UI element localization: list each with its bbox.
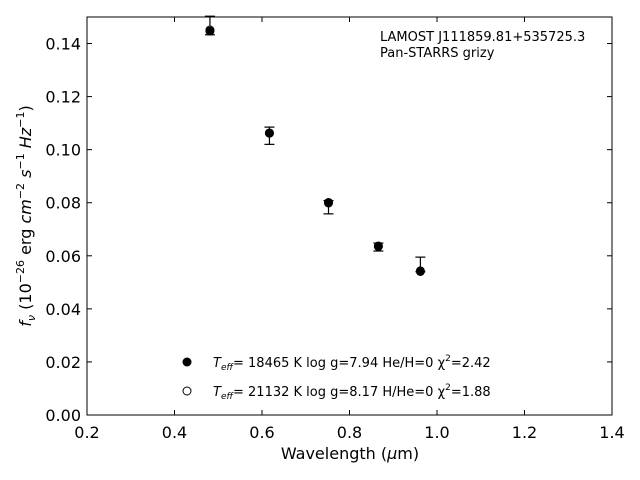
legend-marker-open xyxy=(182,386,192,396)
x-tick-label: 0.4 xyxy=(162,423,187,442)
x-ticks: 0.2 0.4 0.6 0.8 1.0 1.2 1.4 xyxy=(74,17,625,442)
x-tick-label: 0.2 xyxy=(74,423,99,442)
y-tick-label: 0.10 xyxy=(45,141,81,160)
data-points xyxy=(205,25,425,276)
y-ticks: 0.00 0.02 0.04 0.06 0.08 0.10 0.12 0.14 xyxy=(45,35,612,425)
legend: Teff= 18465 K log g=7.94 He/H=0 χ2=2.42 … xyxy=(182,354,491,402)
annotation-line-2: Pan-STARRS grizy xyxy=(380,46,495,61)
y-tick-label: 0.08 xyxy=(45,194,81,213)
legend-entry-2: Teff= 21132 K log g=8.17 H/He=0 χ2=1.88 xyxy=(213,383,491,402)
y-tick-label: 0.00 xyxy=(45,406,81,425)
point-model-filled xyxy=(373,242,383,252)
x-tick-label: 0.6 xyxy=(249,423,274,442)
x-tick-label: 1.0 xyxy=(424,423,449,442)
point-model-filled xyxy=(415,266,425,276)
y-tick-label: 0.04 xyxy=(45,300,81,319)
x-tick-label: 1.2 xyxy=(512,423,537,442)
annotation-line-1: LAMOST J111859.81+535725.3 xyxy=(380,30,585,45)
y-tick-label: 0.06 xyxy=(45,247,81,266)
legend-marker-filled xyxy=(182,357,192,367)
x-tick-label: 0.8 xyxy=(337,423,362,442)
y-tick-label: 0.02 xyxy=(45,353,81,372)
point-model-filled xyxy=(205,26,215,36)
y-axis-label: fν (10−26 erg cm−2 s−1 Hz−1) xyxy=(14,105,38,326)
x-axis-label: Wavelength (μm) xyxy=(281,444,419,463)
y-tick-label: 0.12 xyxy=(45,88,81,107)
legend-entry-1: Teff= 18465 K log g=7.94 He/H=0 χ2=2.42 xyxy=(213,354,491,373)
point-model-filled xyxy=(324,198,333,208)
y-tick-label: 0.14 xyxy=(45,35,81,54)
point-model-filled xyxy=(264,128,274,138)
x-tick-label: 1.4 xyxy=(599,423,624,442)
plot-area xyxy=(86,16,613,416)
